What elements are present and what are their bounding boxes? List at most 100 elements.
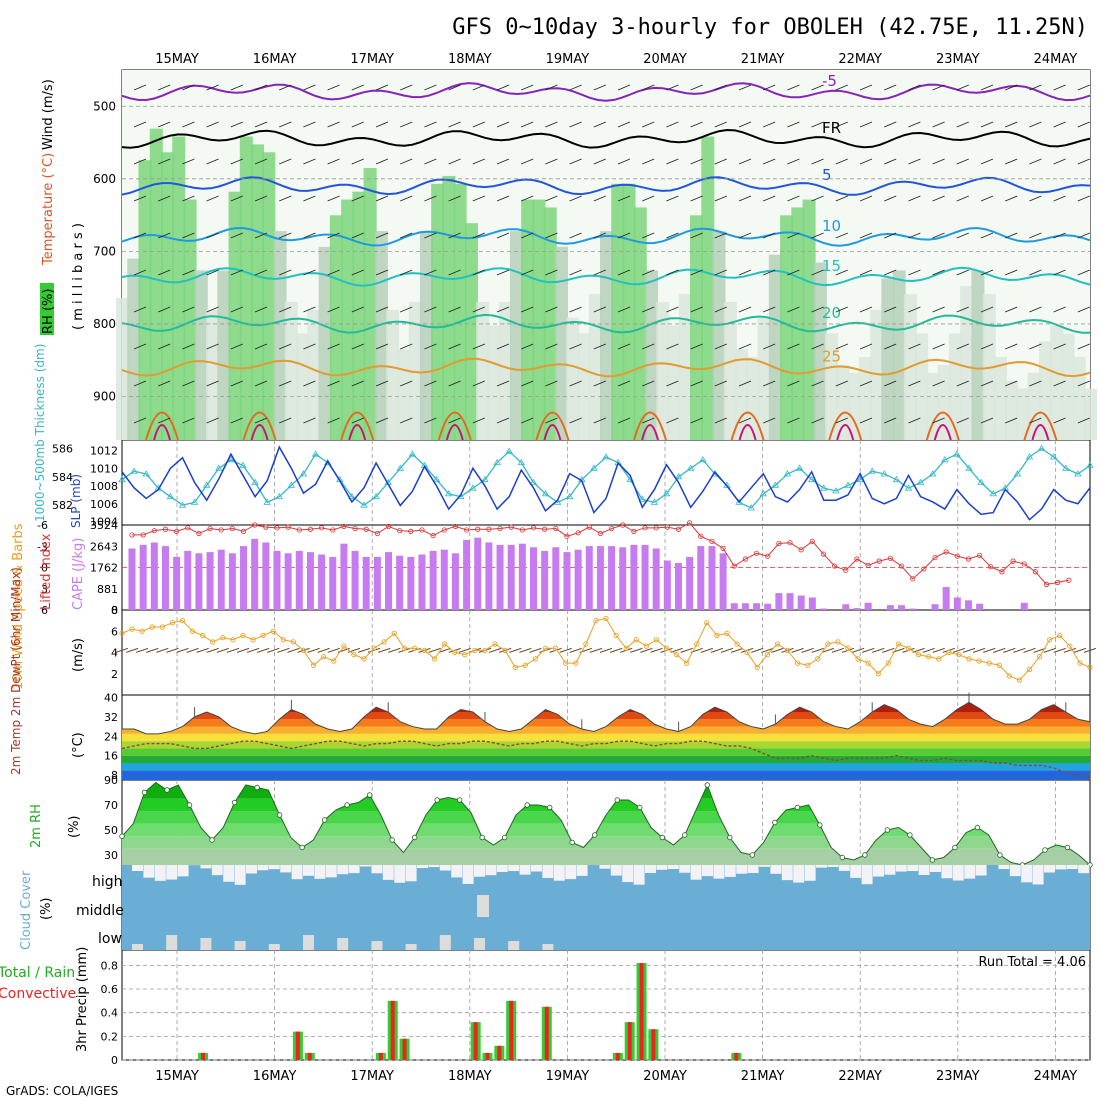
upper-wind-barb (1029, 232, 1042, 239)
upper-wind-barb (230, 195, 243, 202)
isotherm-line (121, 82, 1091, 102)
rh-shading (532, 199, 546, 440)
upper-wind-barb (932, 306, 945, 313)
upper-wind-barb (884, 232, 897, 239)
wind-speed-point (1077, 660, 1083, 666)
upper-wind-barb (133, 343, 147, 350)
thickness-point (142, 470, 150, 477)
cape-bar (753, 603, 761, 610)
cape-bar (976, 603, 984, 610)
wind-barb (983, 647, 996, 653)
cloud-high-block (508, 865, 520, 872)
cape-bar (886, 605, 894, 610)
credit-label: GrADS: COLA/IGES (6, 1084, 118, 1098)
cloud-high-block (1066, 865, 1078, 870)
lifted-index-point (497, 525, 503, 532)
thickness-point (178, 501, 187, 508)
lifted-index-point (441, 527, 447, 533)
upper-wind-barb (593, 121, 606, 128)
rh-shading (847, 372, 861, 440)
wind-speed-point (936, 656, 942, 662)
cloud-high-block (930, 865, 941, 873)
cape-bar (964, 600, 972, 610)
temp-tick-label: 32 (104, 711, 118, 724)
upper-wind-barb (182, 269, 195, 276)
upper-wind-barb (472, 380, 485, 387)
upper-wind-barb (787, 232, 800, 239)
wind-barb (821, 647, 834, 653)
upper-wind-barb (1029, 343, 1042, 350)
upper-wind-barb (351, 269, 364, 276)
thickness-point (747, 504, 755, 511)
cloud-high-block (428, 865, 440, 868)
lifted-index-point (1066, 577, 1072, 583)
cape-bar (463, 540, 471, 610)
upper-wind-barb (690, 232, 703, 239)
cloud-high-block (850, 865, 862, 878)
lifted-index-point (274, 525, 280, 531)
lifted-index-point (954, 553, 960, 559)
wind-barb (236, 647, 250, 653)
upper-wind-barb (375, 121, 389, 128)
cape-bar (596, 546, 604, 610)
wind-barb (972, 647, 986, 653)
date-label-top: 19MAY (546, 52, 590, 67)
upper-wind-barb (521, 417, 534, 424)
lifted-index-point (508, 524, 514, 530)
upper-wind-barb (1053, 158, 1066, 165)
upper-wind-barb (642, 232, 655, 239)
cape-bar (429, 550, 437, 610)
rh-shading (318, 246, 332, 440)
upper-wind-barb (1005, 417, 1018, 424)
rh-point (682, 832, 688, 838)
panel-frame-precip (121, 949, 1091, 1061)
wind-speed-point (946, 649, 952, 656)
upper-wind-barb (714, 84, 727, 91)
upper-wind-barb (424, 84, 437, 91)
upper-wind-barb (835, 306, 848, 313)
upper-wind-barb (738, 232, 752, 239)
rh-shading (926, 372, 940, 440)
lifted-index-point (965, 556, 972, 562)
cape-bar (496, 544, 504, 610)
upper-wind-barb (303, 232, 316, 239)
upper-wind-barb (424, 380, 437, 387)
upper-wind-barb (351, 121, 364, 128)
upper-wind-barb (884, 121, 897, 128)
upper-wind-barb (763, 343, 776, 350)
upper-wind-barb (521, 269, 534, 276)
upper-wind-barb (956, 269, 969, 276)
lifted-index-point (374, 530, 380, 537)
upper-wind-barb (279, 380, 292, 387)
upper-wind-barb (496, 195, 510, 202)
lifted-index-point (318, 525, 325, 531)
temp-band (122, 733, 1090, 742)
upper-wind-barb (714, 380, 727, 387)
rh-point (974, 824, 981, 831)
lifted-index-point (218, 527, 224, 533)
date-label-bottom: 19MAY (546, 1069, 590, 1084)
upper-wind-barb (254, 121, 268, 128)
rh-point (704, 782, 711, 788)
upper-wind-barb (521, 380, 534, 387)
upper-wind-barb (908, 121, 921, 128)
wind-barb (287, 647, 300, 653)
upper-wind-barb (884, 380, 897, 387)
lifted-index-point (631, 528, 637, 534)
wind-speed-point (179, 618, 186, 624)
ylabel-cape: CAPE (J/kg) (71, 538, 86, 610)
upper-wind-barb (1005, 84, 1018, 91)
rh-point (1064, 844, 1071, 851)
cloud-high-block (337, 865, 349, 875)
upper-wind-barb (254, 380, 268, 387)
upper-wind-barb (956, 84, 969, 91)
thickness-point (190, 498, 199, 505)
upper-wind-barb (400, 417, 413, 424)
upper-wind-barb (133, 417, 147, 424)
upper-wind-barb (1029, 380, 1042, 387)
upper-wind-barb (182, 84, 195, 91)
rh-shading (453, 183, 467, 440)
upper-wind-barb (569, 269, 582, 276)
thickness-point (565, 492, 574, 500)
temp-line (122, 701, 1091, 735)
